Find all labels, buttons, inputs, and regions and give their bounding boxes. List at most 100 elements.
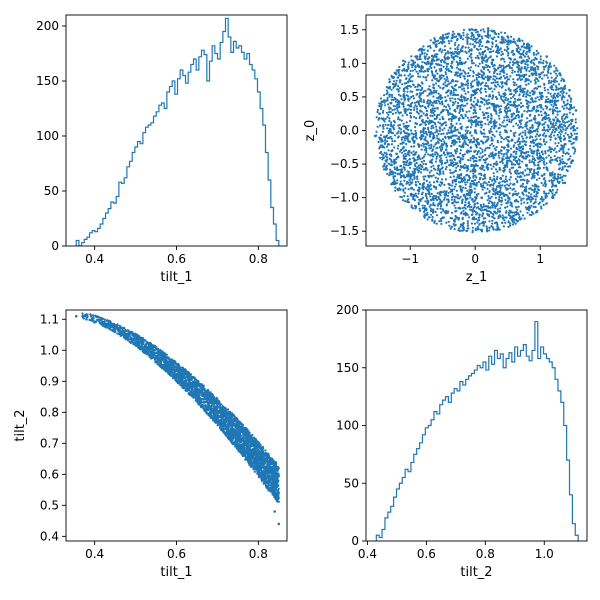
scatter-point — [207, 404, 211, 408]
x-axis-label: tilt_2 — [460, 565, 492, 580]
scatter-point — [265, 485, 268, 489]
y-tick-label: 0 — [51, 239, 59, 253]
scatter-point — [545, 55, 548, 58]
x-tick-label: 0.8 — [476, 547, 495, 561]
x-tick-label: 1 — [536, 252, 544, 266]
scatter-point — [571, 125, 574, 129]
y-tick-label: 200 — [36, 19, 59, 33]
y-tick-label: 1.0 — [340, 56, 359, 70]
scatter-point — [175, 373, 178, 377]
scatter-point — [574, 109, 578, 112]
y-axis-label: z_0 — [303, 120, 318, 142]
scatter-point — [516, 219, 519, 223]
scatter-point — [142, 349, 146, 352]
scatter-point — [558, 72, 561, 75]
scatter-point — [113, 330, 117, 334]
x-tick-label: 0.4 — [85, 252, 104, 266]
plot-area — [375, 320, 579, 541]
y-tick-label: 1.5 — [340, 23, 359, 37]
scatter-point — [506, 115, 510, 119]
scatter-point — [405, 68, 409, 72]
scatter-point — [418, 55, 422, 58]
y-tick-label: 0.5 — [40, 498, 59, 512]
scatter-point — [236, 438, 240, 442]
scatter-cloud — [375, 28, 579, 234]
y-tick-label: 0.4 — [40, 529, 59, 543]
y-tick-label: 150 — [36, 74, 59, 88]
scatter-point — [568, 88, 571, 92]
y-tick-label: 0.9 — [40, 374, 59, 388]
plot-area — [373, 27, 579, 234]
scatter-point — [402, 146, 406, 149]
y-tick-label: 50 — [44, 184, 59, 198]
scatter-point — [532, 68, 535, 72]
scatter-point — [224, 423, 227, 427]
x-tick-label: 0.6 — [167, 252, 186, 266]
x-tick-label: 0.8 — [249, 547, 268, 561]
scatter-point — [460, 62, 464, 65]
y-tick-label: −1.5 — [330, 224, 359, 238]
scatter-point — [506, 35, 510, 38]
axes-frame — [65, 14, 288, 247]
scatter-point — [415, 122, 419, 126]
scatter-point — [470, 31, 474, 35]
scatter-point — [499, 149, 503, 152]
scatter-point — [386, 99, 389, 102]
scatter-point — [428, 92, 432, 95]
scatter-point — [399, 182, 402, 186]
scatter-point — [381, 156, 385, 159]
axes-frame — [65, 309, 288, 542]
y-tick-label: 50 — [344, 476, 359, 490]
scatter-point — [412, 197, 415, 201]
scatter-point — [183, 381, 186, 385]
x-tick-label: 0.4 — [358, 547, 377, 561]
y-axis-label: tilt_2 — [13, 409, 28, 441]
scatter-point — [551, 109, 555, 112]
y-tick-label: 100 — [336, 419, 359, 433]
y-tick-label: 0.7 — [40, 436, 59, 450]
plot-area — [74, 312, 281, 526]
x-tick-label: 0.6 — [417, 547, 436, 561]
scatter-point — [425, 208, 428, 211]
scatter-point — [451, 36, 454, 40]
scatter-point — [373, 134, 377, 138]
y-tick-label: 1.1 — [40, 312, 59, 326]
scatter-point — [563, 181, 567, 185]
x-axis-label: z_1 — [466, 270, 488, 285]
x-tick-label: 1.0 — [535, 547, 554, 561]
scatter-point — [74, 314, 78, 318]
plot-area — [75, 17, 280, 246]
scatter-point — [447, 135, 451, 139]
y-tick-label: 100 — [36, 129, 59, 143]
panel-tilt1-tilt2-scatter: 0.4 0.6 0.8 0.4 0.5 0.6 0.7 0.8 0.9 1.0 1.1 tilt_1 t… — [13, 309, 288, 580]
scatter-point — [535, 209, 539, 213]
scatter-point — [154, 356, 158, 360]
scatter-cloud — [81, 312, 280, 503]
scatter-point — [441, 109, 445, 112]
y-tick-label: 0.8 — [40, 405, 59, 419]
y-tick-label: 0.5 — [340, 90, 359, 104]
x-tick-label: −1 — [401, 252, 419, 266]
y-tick-label: 0.0 — [340, 124, 359, 138]
scatter-point — [571, 159, 574, 162]
x-axis-label: tilt_1 — [160, 270, 192, 285]
x-tick-label: 0.4 — [85, 547, 104, 561]
scatter-point — [441, 216, 445, 220]
scatter-point — [512, 182, 516, 186]
scatter-point — [101, 324, 105, 327]
y-tick-label: 0 — [351, 534, 359, 548]
axes-frame — [365, 309, 588, 542]
scatter-point — [126, 335, 129, 338]
scatter-point — [496, 226, 500, 230]
x-tick-label: 0.8 — [249, 252, 268, 266]
scatter-point — [277, 522, 281, 526]
panel-tilt2-histogram: 0.4 0.6 0.8 1.0 0 50 100 150 200 tilt_2 — [336, 303, 588, 580]
y-tick-label: 150 — [336, 361, 359, 375]
scatter-point — [480, 196, 484, 199]
x-tick-label: 0.6 — [167, 547, 186, 561]
scatter-point — [486, 78, 490, 82]
scatter-point — [454, 169, 458, 173]
scatter-point — [257, 466, 260, 470]
scatter-point — [167, 364, 170, 368]
